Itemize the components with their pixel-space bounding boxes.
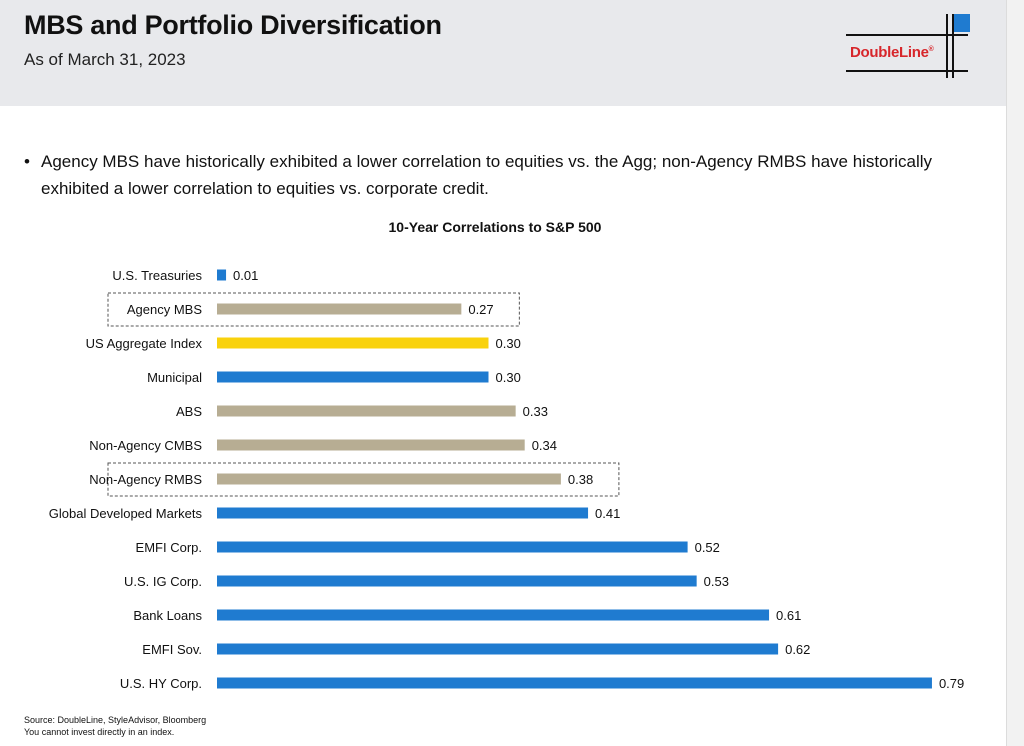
bar xyxy=(217,439,525,451)
bar xyxy=(217,643,779,655)
logo-wordmark: DoubleLine xyxy=(850,44,929,61)
disclaimer-note: You cannot invest directly in an index. xyxy=(24,727,175,737)
page-subtitle: As of March 31, 2023 xyxy=(24,50,186,69)
category-label: Municipal xyxy=(147,370,202,385)
source-note: Source: DoubleLine, StyleAdvisor, Bloomb… xyxy=(24,715,207,725)
bullet-point: • Agency MBS have historically exhibited… xyxy=(24,148,984,202)
logo-blue-square xyxy=(954,14,970,32)
footer-notes: Source: DoubleLine, StyleAdvisor, Bloomb… xyxy=(24,714,206,738)
bullet-dot-icon: • xyxy=(24,152,30,171)
chart-title: 10-Year Correlations to S&P 500 xyxy=(389,219,602,235)
bar xyxy=(217,609,770,621)
category-label: Bank Loans xyxy=(133,608,202,623)
value-label: 0.41 xyxy=(595,506,620,521)
category-label: U.S. IG Corp. xyxy=(124,574,202,589)
highlight-box xyxy=(107,292,520,327)
value-label: 0.30 xyxy=(496,336,521,351)
bar xyxy=(217,405,516,417)
logo-line xyxy=(952,14,954,78)
value-label: 0.01 xyxy=(233,268,258,283)
vertical-scrollbar[interactable] xyxy=(1006,0,1024,746)
value-label: 0.61 xyxy=(776,608,801,623)
category-label: Global Developed Markets xyxy=(49,506,203,521)
bar xyxy=(217,677,932,689)
bar xyxy=(217,473,561,485)
value-label: 0.79 xyxy=(939,676,964,691)
value-label: 0.30 xyxy=(496,370,521,385)
category-label: ABS xyxy=(176,404,202,419)
logo-registered-mark: ® xyxy=(928,46,934,53)
category-label: Non-Agency RMBS xyxy=(89,472,202,487)
category-label: Non-Agency CMBS xyxy=(89,438,202,453)
value-label: 0.33 xyxy=(523,404,548,419)
logo-line xyxy=(946,14,948,78)
value-label: 0.53 xyxy=(704,574,729,589)
category-label: EMFI Corp. xyxy=(136,540,202,555)
bar xyxy=(217,575,697,587)
bar xyxy=(217,371,489,383)
bars-layer: U.S. Treasuries 0.01 Agency MBS 0.27 US Aggr… xyxy=(49,268,964,691)
bar xyxy=(217,507,589,519)
logo-line xyxy=(846,70,968,72)
value-label: 0.38 xyxy=(568,472,593,487)
bullet-text: Agency MBS have historically exhibited a… xyxy=(41,152,933,198)
category-label: U.S. Treasuries xyxy=(112,268,202,283)
category-label: Agency MBS xyxy=(127,302,202,317)
highlight-box xyxy=(107,462,620,497)
header-banner: MBS and Portfolio Diversification As of … xyxy=(0,0,1006,106)
bar xyxy=(217,269,227,281)
value-label: 0.34 xyxy=(532,438,557,453)
bar xyxy=(217,541,688,553)
doubleline-logo: DoubleLine® xyxy=(842,14,972,78)
logo-line xyxy=(846,34,968,36)
bar xyxy=(217,337,489,349)
logo-text: DoubleLine® xyxy=(850,44,934,61)
value-label: 0.27 xyxy=(468,302,493,317)
bar xyxy=(217,303,462,315)
correlation-bar-chart: 10-Year Correlations to S&P 500 U.S. Tre… xyxy=(49,219,964,691)
category-label: US Aggregate Index xyxy=(86,336,203,351)
value-label: 0.62 xyxy=(785,642,810,657)
page-title: MBS and Portfolio Diversification xyxy=(24,10,442,40)
value-label: 0.52 xyxy=(695,540,720,555)
category-label: U.S. HY Corp. xyxy=(120,676,202,691)
category-label: EMFI Sov. xyxy=(142,642,202,657)
